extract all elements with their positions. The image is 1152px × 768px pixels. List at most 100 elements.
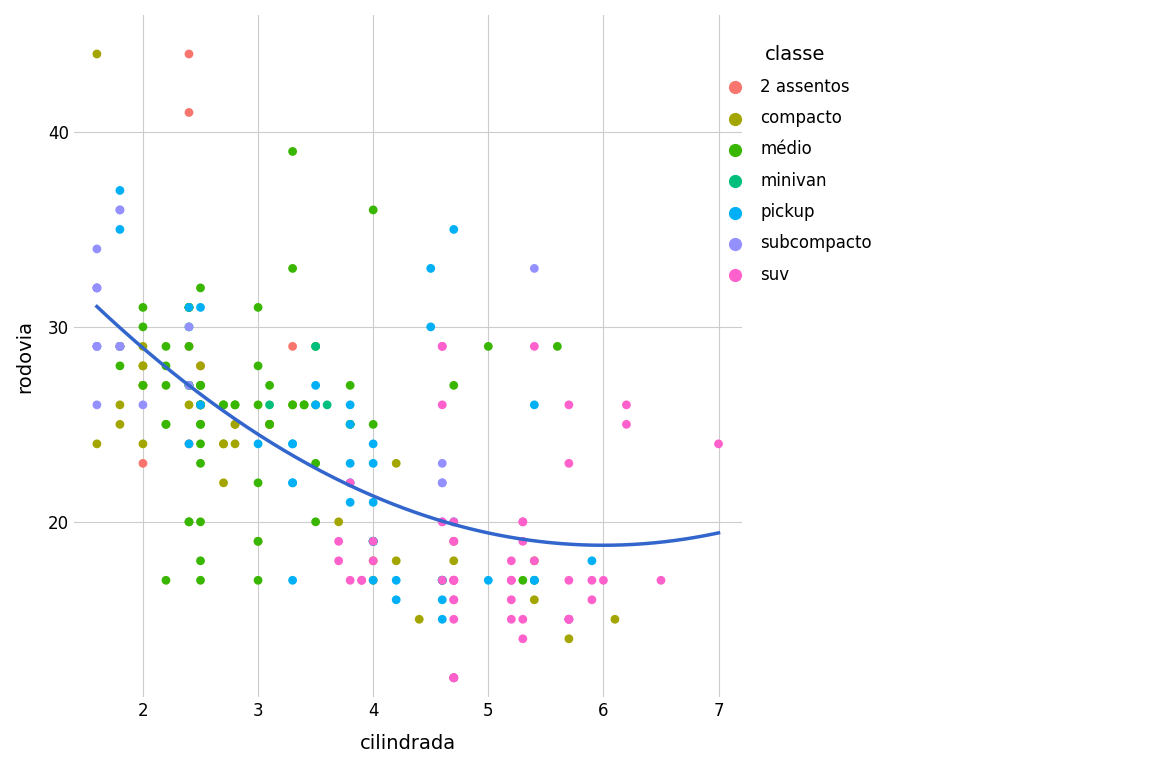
suv (341, 574, 359, 587)
compacto (134, 438, 152, 450)
compacto (111, 399, 129, 411)
minivan (306, 340, 325, 353)
compacto (283, 399, 302, 411)
suv (445, 574, 463, 587)
compacto (111, 419, 129, 431)
médio (249, 477, 267, 489)
suv (445, 535, 463, 548)
2 assentos (283, 340, 302, 353)
suv (514, 633, 532, 645)
subcompacto (88, 340, 106, 353)
médio (306, 515, 325, 528)
pickup (306, 399, 325, 411)
compacto (387, 554, 406, 567)
suv (445, 515, 463, 528)
subcompacto (88, 282, 106, 294)
médio (260, 419, 279, 431)
médio (191, 399, 210, 411)
suv (514, 613, 532, 625)
compacto (134, 379, 152, 392)
médio (226, 399, 244, 411)
compacto (134, 359, 152, 372)
compacto (525, 554, 544, 567)
suv (525, 554, 544, 567)
médio (134, 301, 152, 313)
compacto (560, 633, 578, 645)
pickup (433, 594, 452, 606)
médio (295, 399, 313, 411)
médio (157, 419, 175, 431)
médio (191, 554, 210, 567)
suv (525, 340, 544, 353)
subcompacto (88, 243, 106, 255)
compacto (260, 419, 279, 431)
suv (445, 535, 463, 548)
médio (479, 340, 498, 353)
médio (157, 359, 175, 372)
compacto (180, 301, 198, 313)
pickup (583, 554, 601, 567)
médio (191, 419, 210, 431)
médio (341, 419, 359, 431)
pickup (341, 457, 359, 469)
médio (283, 145, 302, 157)
médio (364, 535, 382, 548)
médio (180, 301, 198, 313)
pickup (111, 184, 129, 197)
suv (560, 574, 578, 587)
suv (514, 535, 532, 548)
médio (214, 399, 233, 411)
pickup (433, 574, 452, 587)
suv (594, 574, 613, 587)
médio (191, 399, 210, 411)
compacto (260, 419, 279, 431)
suv (433, 340, 452, 353)
médio (180, 340, 198, 353)
suv (433, 515, 452, 528)
compacto (525, 594, 544, 606)
subcompacto (88, 282, 106, 294)
médio (214, 399, 233, 411)
compacto (249, 535, 267, 548)
pickup (364, 535, 382, 548)
médio (260, 379, 279, 392)
pickup (341, 496, 359, 508)
pickup (364, 457, 382, 469)
médio (341, 419, 359, 431)
pickup (387, 574, 406, 587)
médio (514, 574, 532, 587)
compacto (260, 419, 279, 431)
pickup (422, 262, 440, 274)
suv (445, 671, 463, 684)
suv (560, 613, 578, 625)
suv (445, 594, 463, 606)
médio (111, 359, 129, 372)
pickup (283, 477, 302, 489)
suv (353, 574, 371, 587)
pickup (180, 438, 198, 450)
2 assentos (134, 457, 152, 469)
suv (445, 574, 463, 587)
suv (652, 574, 670, 587)
suv (445, 671, 463, 684)
médio (157, 379, 175, 392)
minivan (180, 379, 198, 392)
2 assentos (180, 340, 198, 353)
subcompacto (433, 477, 452, 489)
pickup (111, 223, 129, 236)
suv (502, 574, 521, 587)
pickup (364, 438, 382, 450)
suv (514, 515, 532, 528)
médio (157, 419, 175, 431)
médio (111, 340, 129, 353)
médio (249, 359, 267, 372)
pickup (191, 301, 210, 313)
pickup (306, 379, 325, 392)
compacto (226, 438, 244, 450)
suv (583, 574, 601, 587)
compacto (88, 48, 106, 60)
pickup (525, 574, 544, 587)
médio (191, 515, 210, 528)
pickup (433, 613, 452, 625)
subcompacto (433, 457, 452, 469)
